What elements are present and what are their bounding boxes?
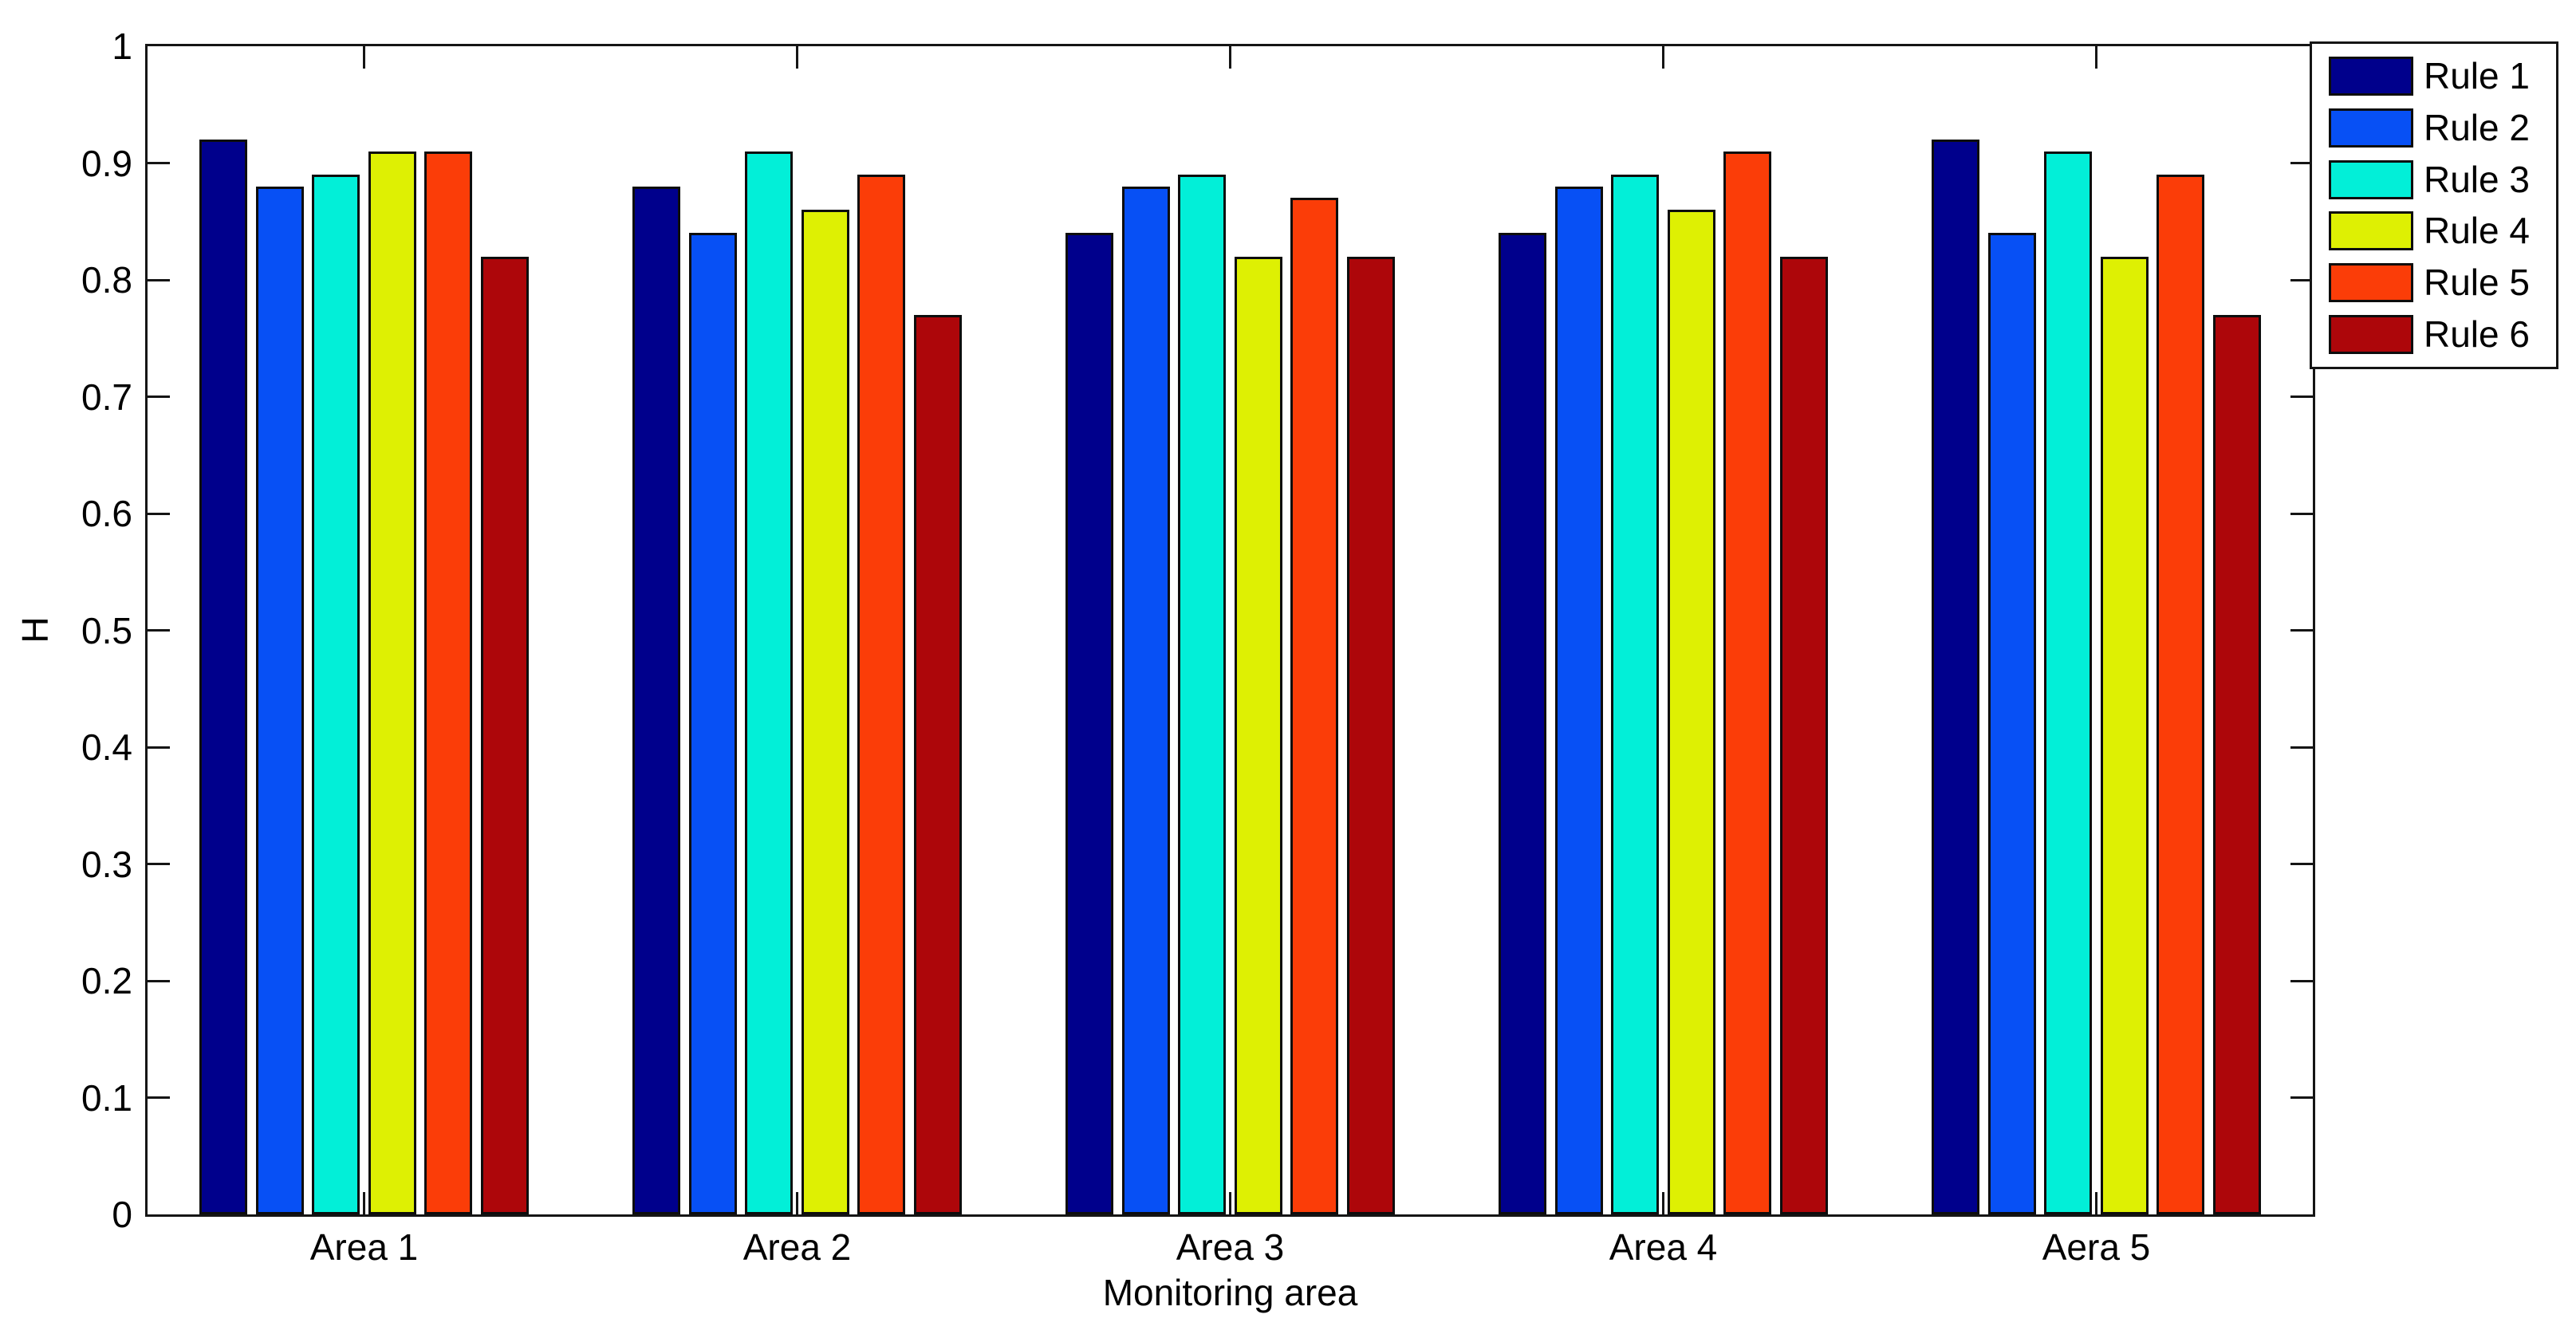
bar-area-3-rule-4 <box>1234 256 1282 1214</box>
x-tick-top <box>796 46 798 69</box>
y-tick-right <box>2290 863 2313 865</box>
legend-label: Rule 6 <box>2424 313 2530 356</box>
y-tick-right <box>2290 162 2313 164</box>
x-tick-top <box>363 46 365 69</box>
y-tick-label: 0 <box>112 1194 132 1235</box>
bar-area-4-rule-1 <box>1499 233 1547 1214</box>
y-tick-label: 0.9 <box>81 142 132 184</box>
y-tick-left <box>148 746 170 749</box>
bar-area-1-rule-2 <box>255 186 304 1214</box>
bar-area-1-rule-3 <box>312 175 360 1214</box>
y-tick-label: 0.2 <box>81 960 132 1001</box>
x-tick-bottom <box>1662 1192 1664 1214</box>
legend-item-rule-4: Rule 4 <box>2312 210 2556 252</box>
y-tick-label: 0.3 <box>81 843 132 885</box>
bar-area-4-rule-4 <box>1667 210 1715 1214</box>
y-tick-left <box>148 395 170 398</box>
legend-item-rule-3: Rule 3 <box>2312 158 2556 200</box>
bar-area-2-rule-1 <box>632 186 681 1214</box>
bar-area-4-rule-6 <box>1779 256 1828 1214</box>
bar-area-4-rule-5 <box>1723 151 1772 1214</box>
bar-area-3-rule-2 <box>1121 186 1170 1214</box>
legend-label: Rule 3 <box>2424 158 2530 200</box>
y-tick-right <box>2290 629 2313 632</box>
y-tick-left <box>148 863 170 865</box>
bar-area-2-rule-6 <box>913 314 962 1214</box>
legend-swatch-icon <box>2329 315 2413 355</box>
legend-label: Rule 1 <box>2424 54 2530 96</box>
bar-area-2-rule-2 <box>688 233 737 1214</box>
bar-area-1-rule-4 <box>368 151 416 1214</box>
y-tick-left <box>148 979 170 982</box>
y-tick-label: 0.5 <box>81 609 132 651</box>
bar-area-2-rule-5 <box>857 175 906 1214</box>
bar-area-3-rule-3 <box>1178 175 1227 1214</box>
x-tick-top <box>1662 46 1664 69</box>
legend-item-rule-2: Rule 2 <box>2312 108 2556 148</box>
legend-swatch-icon <box>2329 211 2413 251</box>
bar-area-3-rule-6 <box>1346 256 1395 1214</box>
x-category-label: Area 2 <box>742 1226 852 1268</box>
legend-item-rule-6: Rule 6 <box>2312 313 2556 356</box>
legend-item-rule-5: Rule 5 <box>2312 262 2556 304</box>
legend-swatch-icon <box>2329 108 2413 148</box>
bar-area-2-rule-4 <box>801 210 849 1214</box>
y-tick-left <box>148 162 170 164</box>
legend: Rule 1 Rule 2 Rule 3 Rule 4 Rule 5 Rule 6 <box>2310 41 2558 369</box>
bar-area-3-rule-5 <box>1290 198 1339 1214</box>
x-category-label: Aera 5 <box>2042 1226 2151 1268</box>
bar-aera-5-rule-4 <box>2100 256 2149 1214</box>
y-tick-right <box>2290 278 2313 281</box>
x-axis-label: Monitoring area <box>1102 1272 1358 1313</box>
legend-item-rule-1: Rule 1 <box>2312 54 2556 96</box>
y-tick-label: 1 <box>112 26 132 67</box>
bar-area-1-rule-6 <box>480 256 529 1214</box>
bar-area-2-rule-3 <box>745 151 794 1214</box>
x-category-label: Area 4 <box>1609 1226 1718 1268</box>
legend-label: Rule 5 <box>2424 262 2530 304</box>
bar-area-4-rule-2 <box>1554 186 1603 1214</box>
y-tick-label: 0.8 <box>81 259 132 301</box>
x-tick-top <box>2095 46 2097 69</box>
y-tick-label: 0.1 <box>81 1076 132 1119</box>
bar-area-1-rule-1 <box>199 140 248 1214</box>
y-tick-label: 0.7 <box>81 376 132 418</box>
y-tick-right <box>2290 979 2313 982</box>
y-tick-right <box>2290 1096 2313 1099</box>
y-tick-left <box>148 512 170 515</box>
bar-area-4-rule-3 <box>1611 175 1660 1214</box>
bar-aera-5-rule-6 <box>2212 314 2261 1214</box>
legend-label: Rule 4 <box>2424 210 2530 252</box>
y-tick-right <box>2290 746 2313 749</box>
bar-area-1-rule-5 <box>424 151 473 1214</box>
y-tick-left <box>148 629 170 632</box>
x-tick-bottom <box>796 1192 798 1214</box>
bar-area-3-rule-1 <box>1065 233 1114 1214</box>
y-tick-right <box>2290 395 2313 398</box>
y-tick-right <box>2290 512 2313 515</box>
bar-aera-5-rule-2 <box>1987 233 2036 1214</box>
y-tick-left <box>148 278 170 281</box>
legend-swatch-icon <box>2329 159 2413 199</box>
bar-aera-5-rule-3 <box>2044 151 2093 1214</box>
x-category-label: Area 3 <box>1176 1226 1285 1268</box>
legend-swatch-icon <box>2329 263 2413 303</box>
x-category-label: Area 1 <box>309 1226 419 1268</box>
bar-aera-5-rule-5 <box>2157 175 2205 1214</box>
x-tick-top <box>1229 46 1231 69</box>
x-tick-bottom <box>1229 1192 1231 1214</box>
legend-label: Rule 2 <box>2424 106 2530 148</box>
plot-area <box>145 44 2315 1217</box>
legend-swatch-icon <box>2329 56 2413 96</box>
y-tick-left <box>148 1096 170 1099</box>
y-tick-label: 0.6 <box>81 493 132 534</box>
x-tick-bottom <box>2095 1192 2097 1214</box>
bar-aera-5-rule-1 <box>1932 140 1980 1214</box>
y-tick-label: 0.4 <box>81 726 132 768</box>
x-tick-bottom <box>363 1192 365 1214</box>
